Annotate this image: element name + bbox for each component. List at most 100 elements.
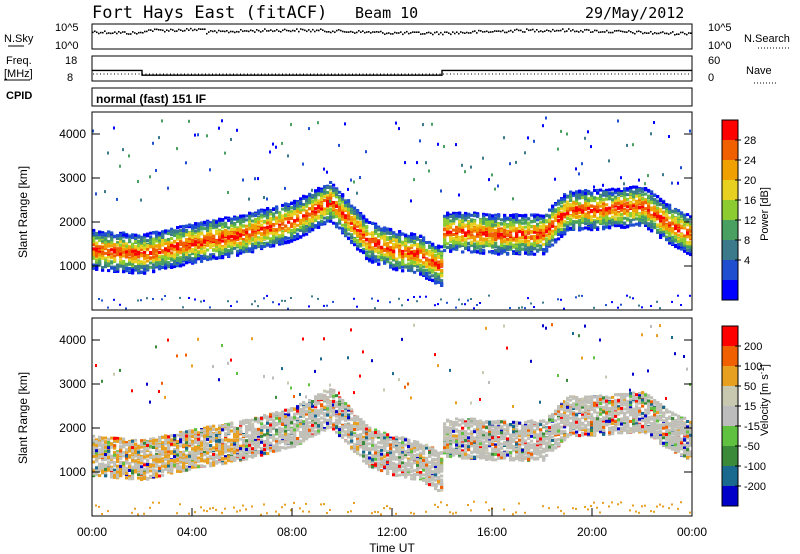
power-cell [353, 180, 355, 184]
power-cell [314, 193, 318, 196]
power-cell [299, 197, 303, 201]
power-cell [302, 221, 306, 225]
power-cell [458, 214, 462, 218]
power-cell [260, 227, 264, 231]
power-cell [560, 231, 564, 235]
power-cell [302, 216, 306, 220]
power-cell [263, 236, 267, 240]
power-cell [125, 266, 129, 270]
power-cell [542, 236, 546, 240]
power-cell [560, 207, 564, 211]
nsky-point [312, 28, 314, 31]
power-cell [605, 197, 609, 201]
power-cell [467, 248, 471, 252]
power-cell [254, 214, 258, 218]
power-cell [590, 225, 594, 229]
power-cell [275, 228, 279, 232]
power-cell [197, 227, 201, 231]
power-cell [554, 203, 558, 207]
power-cell [548, 216, 552, 220]
power-cell [377, 227, 381, 231]
nsky-point [154, 28, 156, 31]
power-cell [128, 253, 132, 256]
power-cell [371, 256, 375, 260]
power-cell [467, 233, 471, 237]
power-cell [416, 250, 420, 254]
power-cell [386, 257, 390, 261]
power-cell [149, 238, 153, 242]
power-cell [464, 237, 468, 241]
power-cell [341, 227, 345, 231]
power-cell [602, 203, 606, 207]
power-cell [455, 225, 459, 229]
power-cell [263, 228, 267, 232]
nave-tick-top: 60 [708, 55, 720, 67]
nsky-point [370, 32, 372, 34]
power-cell [206, 233, 210, 237]
power-cell [254, 234, 258, 237]
power-cell [179, 296, 181, 299]
power-cell [206, 243, 210, 247]
power-cell [506, 216, 510, 220]
power-cell [362, 223, 366, 227]
nsky-point [666, 32, 668, 35]
power-cell [218, 247, 222, 251]
power-cell [197, 254, 201, 258]
power-cell [323, 188, 327, 192]
power-cell [515, 227, 519, 231]
power-cell [272, 301, 274, 304]
power-cell [140, 254, 144, 258]
power-cell [521, 231, 525, 235]
nsky-point [314, 30, 316, 33]
power-cell [242, 246, 246, 250]
power-cell [542, 124, 544, 128]
power-cell [383, 239, 387, 243]
power-cell [197, 245, 201, 249]
power-cell [239, 226, 243, 230]
power-cell [374, 222, 378, 226]
power-cell [443, 219, 447, 223]
power-cell [500, 233, 504, 237]
power-cell [566, 203, 570, 207]
power-cell [287, 220, 291, 224]
power-cell [413, 260, 417, 264]
power-cell [461, 228, 465, 232]
nsky-point [330, 31, 332, 34]
station-title: Fort Hays East (fitACF) [92, 3, 327, 23]
power-cell [194, 236, 198, 240]
power-cell [110, 244, 114, 248]
power-cell [266, 229, 270, 233]
power-cell [254, 220, 258, 223]
power-cell [332, 300, 334, 303]
power-cell [413, 235, 417, 239]
power-cell [284, 224, 288, 228]
nsky-point [510, 29, 512, 32]
power-cell [227, 242, 231, 246]
power-cell [245, 233, 249, 237]
power-cell [302, 233, 306, 237]
nsky-point [588, 29, 590, 31]
power-cell [485, 237, 489, 241]
power-cell [155, 261, 159, 265]
power-cell [248, 248, 252, 252]
power-cell [464, 241, 468, 245]
power-cell [182, 224, 186, 228]
power-cell [155, 244, 159, 248]
power-cell [548, 232, 552, 236]
power-cell [395, 263, 399, 267]
power-cell [170, 245, 174, 249]
power-cell [179, 261, 183, 265]
nsky-point [484, 30, 486, 33]
power-cell [188, 256, 192, 260]
power-cell [338, 207, 342, 211]
power-cell [335, 195, 339, 199]
power-cell [107, 239, 111, 243]
power-cell [374, 232, 378, 235]
power-cell [416, 258, 420, 262]
power-cell [437, 249, 441, 253]
power-cell [242, 240, 246, 244]
power-cell [158, 251, 162, 254]
power-cell [113, 298, 115, 301]
power-cell [533, 244, 537, 248]
nsky-point [624, 31, 626, 33]
